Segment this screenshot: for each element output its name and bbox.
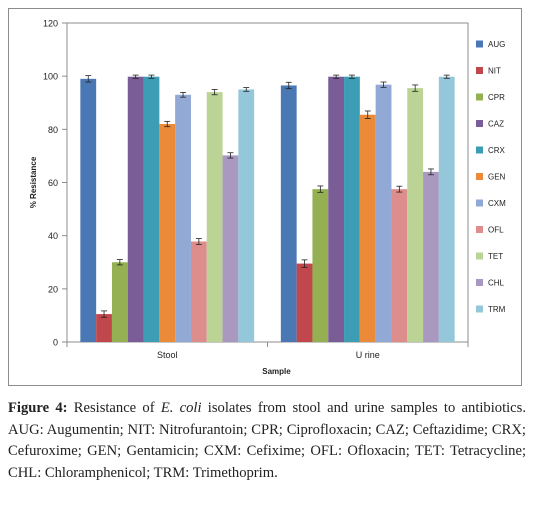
bar-chl-1: [423, 171, 439, 342]
bar-nit-0: [96, 314, 112, 342]
legend-label-aug: AUG: [488, 40, 505, 49]
bar-trm-0: [238, 89, 255, 342]
bar-cpr-1: [312, 189, 329, 342]
chart-frame: 0 20 40 60 80 100 120 % Resistance Stool U rine Sa…: [8, 8, 522, 386]
bar-gen-0: [159, 124, 176, 343]
bar-ofl-0: [190, 241, 207, 342]
legend-label-nit: NIT: [488, 67, 501, 76]
caption-figure-label: Figure 4:: [8, 400, 68, 416]
legend-swatch-crx: [476, 146, 483, 154]
x-category-label: Stool: [157, 350, 178, 360]
y-axis-label: % Resistance: [29, 156, 38, 208]
bar-chl-0: [222, 155, 239, 342]
legend-label-caz: CAZ: [488, 120, 504, 129]
legend-swatch-cxm: [476, 199, 483, 207]
y-tick-label: 20: [48, 284, 58, 294]
legend-label-gen: GEN: [488, 173, 506, 182]
bar-cpr-0: [111, 262, 128, 342]
legend-swatch-gen: [476, 173, 483, 180]
legend-swatch-cpr: [476, 93, 483, 101]
legend-label-crx: CRX: [488, 146, 506, 155]
caption-text-before: Resistance of: [67, 400, 161, 416]
bar-chart: 0 20 40 60 80 100 120 % Resistance Stool U rine Sa…: [29, 19, 506, 377]
legend-swatch-nit: [476, 67, 483, 74]
bar-aug-1: [280, 85, 297, 343]
legend-swatch-chl: [476, 279, 483, 286]
bar-tet-1: [407, 88, 424, 342]
legend-swatch-trm: [476, 305, 483, 313]
y-tick-label: 100: [43, 72, 58, 82]
y-tick-label: 0: [53, 338, 58, 348]
bar-nit-1: [296, 263, 313, 342]
bar-caz-0: [127, 76, 144, 342]
legend-label-chl: CHL: [488, 279, 505, 288]
bar-gen-1: [359, 114, 376, 343]
y-tick-label: 80: [48, 125, 58, 135]
legend-label-cxm: CXM: [488, 199, 506, 208]
caption-species: E. coli: [160, 400, 202, 416]
y-tick-label: 120: [43, 19, 58, 29]
legend-label-cpr: CPR: [488, 93, 505, 102]
y-tick-label: 40: [48, 231, 58, 241]
bar-cxm-1: [375, 84, 392, 342]
legend-swatch-aug: [476, 40, 483, 48]
legend-label-trm: TRM: [488, 305, 506, 314]
legend-swatch-caz: [476, 120, 483, 127]
bar-tet-0: [206, 92, 223, 342]
legend-swatch-ofl: [476, 226, 483, 233]
figure-caption: Figure 4: Resistance of E. coli isolates…: [8, 398, 526, 484]
caption-text-after: isolates from stool and urine samples to…: [8, 400, 526, 481]
bar-caz-1: [328, 76, 345, 342]
x-category-label: U rine: [356, 350, 380, 360]
bar-crx-1: [344, 76, 360, 342]
legend-swatch-tet: [476, 252, 483, 260]
bar-aug-0: [80, 78, 97, 342]
y-tick-label: 60: [48, 178, 58, 188]
legend-label-tet: TET: [488, 252, 503, 261]
bar-ofl-1: [391, 189, 408, 342]
bar-crx-0: [143, 76, 160, 342]
legend-label-ofl: OFL: [488, 226, 504, 235]
bar-trm-1: [438, 76, 455, 342]
bar-cxm-0: [175, 94, 191, 343]
x-axis-label: Sample: [262, 367, 291, 376]
